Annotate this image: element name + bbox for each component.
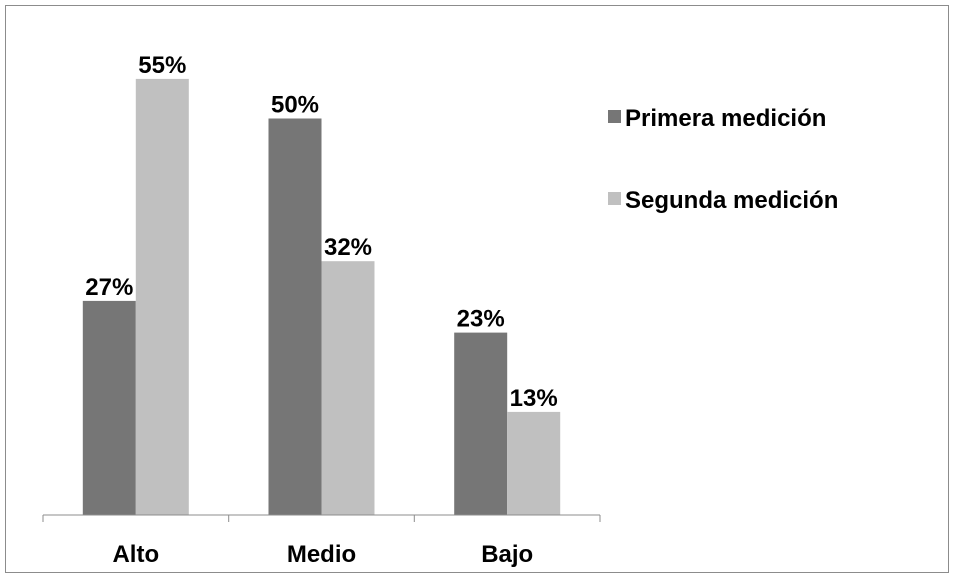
- bar-medio-series-1: [268, 118, 322, 515]
- data-labels-layer: 27% 55% 50% 32% 23% 13%: [85, 52, 557, 412]
- x-tick-label-alto: Alto: [112, 541, 159, 568]
- bar-alto-series-1: [82, 300, 136, 515]
- bars-layer: [82, 78, 561, 516]
- data-label-medio-series-1: 50%: [271, 92, 319, 119]
- data-label-medio-series-2: 32%: [324, 234, 372, 261]
- bar-bajo-series-2: [507, 411, 561, 515]
- legend-swatch-series-1: [608, 110, 621, 123]
- data-label-bajo-series-2: 13%: [510, 385, 558, 412]
- data-label-alto-series-2: 55%: [138, 52, 186, 79]
- x-axis: Alto Medio Bajo: [42, 514, 601, 568]
- legend: Primera medición Segunda medición: [608, 105, 838, 214]
- bar-medio-series-2: [321, 261, 375, 515]
- data-label-bajo-series-1: 23%: [457, 306, 505, 333]
- x-tick-label-medio: Medio: [287, 541, 356, 568]
- x-tick-label-bajo: Bajo: [481, 541, 533, 568]
- data-label-alto-series-1: 27%: [85, 274, 133, 301]
- legend-label-series-2: Segunda medición: [625, 187, 838, 214]
- legend-label-series-1: Primera medición: [625, 105, 826, 132]
- bar-bajo-series-1: [454, 332, 508, 515]
- legend-swatch-series-2: [608, 192, 621, 205]
- bar-alto-series-2: [135, 78, 189, 516]
